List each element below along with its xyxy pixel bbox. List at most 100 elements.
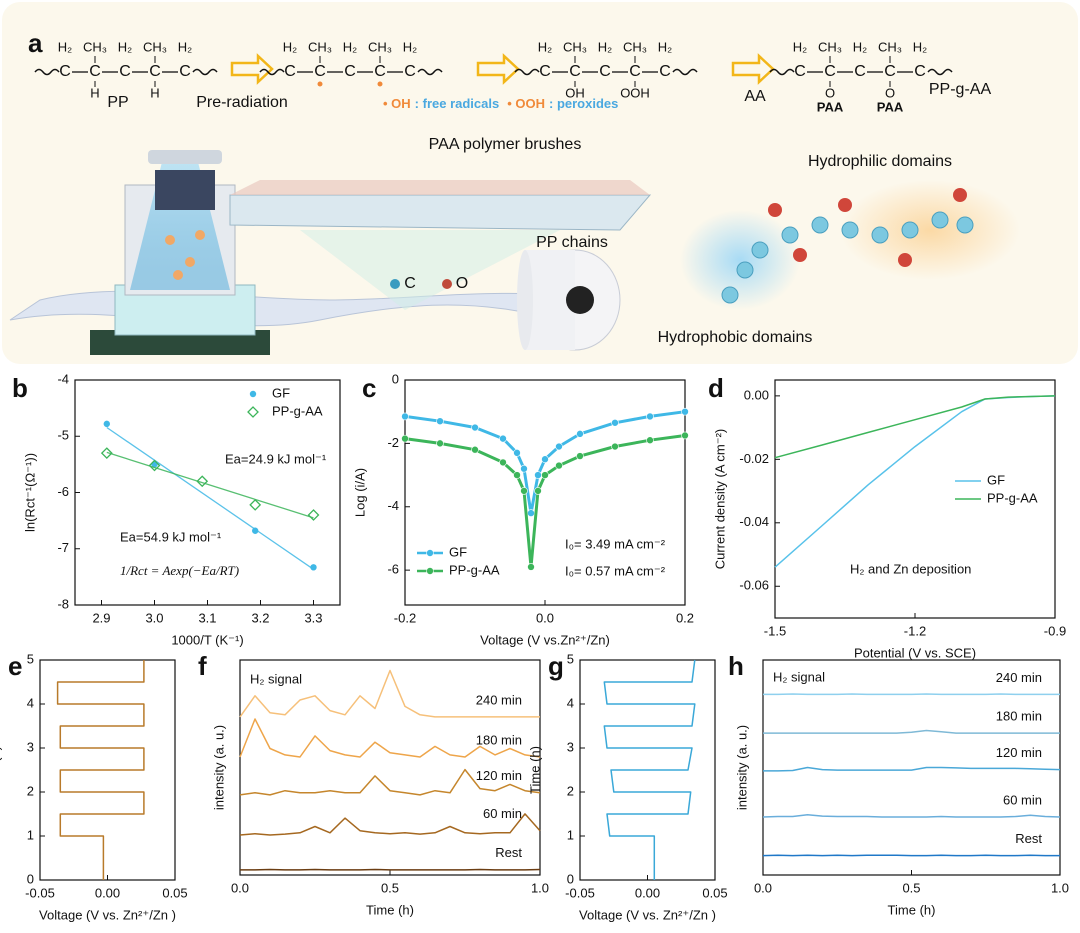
y-tick-label: -6: [57, 484, 69, 499]
marker: [541, 471, 549, 479]
atom: H₂: [913, 39, 927, 54]
panel-label: d: [708, 373, 724, 403]
x-tick-label: 3.3: [304, 610, 322, 625]
annotation: I₀= 0.57 mA cm⁻²: [565, 563, 666, 578]
y-axis-label: Current density (A cm⁻²): [712, 429, 727, 570]
x-axis-label: Potential (V vs. SCE): [854, 645, 976, 660]
brush-sheet: [229, 194, 652, 231]
x-tick-label: -1.2: [904, 623, 926, 638]
atom: C: [824, 63, 836, 80]
callout: Hydrophobic domains: [658, 329, 813, 346]
atom: C: [914, 63, 926, 80]
x-tick-label: 1.0: [531, 880, 549, 895]
y-tick-label: -0.04: [739, 514, 769, 529]
atom: H₂: [58, 39, 72, 54]
fit-line: [106, 451, 314, 519]
series-label: 180 min: [476, 732, 522, 747]
species-legend: • OH: free radicals • OOH: peroxides: [383, 96, 618, 111]
y-tick-label: -2: [387, 435, 399, 450]
callout: C: [404, 275, 416, 292]
marker: [499, 434, 507, 443]
arrow: [476, 53, 520, 85]
marker: [520, 487, 528, 495]
x-tick-label: 0.00: [95, 885, 120, 900]
y-axis-label: Time (h): [527, 746, 542, 794]
marker: [576, 430, 584, 438]
atom: H₂: [598, 39, 612, 54]
marker: [576, 452, 584, 460]
marker: [436, 439, 444, 448]
step-label: AA: [744, 88, 766, 105]
atom: C: [374, 63, 386, 80]
y-tick-label: 5: [567, 651, 574, 666]
series-line: [763, 766, 1061, 772]
marker: [534, 487, 542, 495]
callout: PP chains: [536, 234, 608, 251]
y-tick-label: -4: [387, 498, 399, 513]
marker: [681, 431, 689, 440]
panel-label: g: [548, 651, 564, 681]
radical-dot: [377, 81, 383, 87]
y-tick-label: 0: [392, 371, 399, 386]
marker: [611, 442, 619, 451]
series-line: [239, 768, 541, 796]
atom: CH₃: [308, 39, 332, 54]
x-axis-label: Voltage (V vs. Zn²⁺/Zn ): [579, 907, 716, 922]
atom: C: [794, 63, 806, 80]
atom: C: [629, 63, 641, 80]
series-label: 120 min: [996, 745, 1042, 760]
atom: CH₃: [818, 39, 842, 54]
species-desc: : peroxides: [549, 96, 618, 111]
chain-end: [514, 68, 540, 76]
marker: [534, 471, 542, 479]
series-line: [404, 410, 686, 515]
atom: CH₃: [83, 39, 107, 54]
series-label: Rest: [1015, 831, 1042, 846]
marker: [103, 420, 111, 428]
x-tick-label: 3.1: [198, 610, 216, 625]
marker: [555, 461, 563, 470]
fit-line: [106, 426, 314, 570]
atom: H₂: [178, 39, 192, 54]
x-tick-label: -1.5: [764, 623, 786, 638]
marker: [646, 436, 654, 445]
atom: C: [314, 63, 326, 80]
legend-marker: [247, 406, 259, 418]
radical-dot: [317, 81, 323, 87]
x-tick-label: -0.2: [394, 610, 416, 625]
panel-label: h: [728, 651, 744, 681]
atom: H₂: [853, 39, 867, 54]
marker: [196, 475, 209, 488]
x-axis-label: Voltage (V vs. Zn²⁺/Zn ): [39, 907, 176, 922]
marker: [513, 449, 521, 457]
atom: O: [885, 85, 895, 100]
annotation: Ea=24.9 kJ mol⁻¹: [225, 451, 327, 466]
annotation: H₂ and Zn deposition: [850, 561, 971, 576]
x-tick-label: -0.05: [565, 885, 595, 900]
marker: [100, 447, 113, 460]
atom: H: [90, 85, 99, 100]
series-label: 60 min: [1003, 792, 1042, 807]
atom: OH: [565, 85, 585, 100]
beam: [130, 150, 230, 290]
y-axis-label: intensity (a. u.): [211, 725, 226, 810]
series-line: [56, 660, 145, 880]
step-label: Pre-radiation: [196, 94, 288, 111]
y-tick-label: 0: [567, 871, 574, 886]
atom: H₂: [538, 39, 552, 54]
roll-core: [566, 286, 594, 314]
legend-label: PP-g-AA: [449, 562, 500, 577]
atom: C: [659, 63, 671, 80]
y-tick-label: -7: [57, 540, 69, 555]
marker: [520, 464, 528, 473]
marker: [513, 471, 521, 479]
atom: H: [150, 85, 159, 100]
y-tick-label: 1: [567, 827, 574, 842]
x-tick-label: 2.9: [92, 610, 110, 625]
chain-end: [672, 68, 698, 76]
y-tick-label: 5: [27, 651, 34, 666]
atom: C: [854, 63, 866, 80]
series-line: [774, 395, 1056, 568]
schematic-art: [9, 53, 1020, 355]
